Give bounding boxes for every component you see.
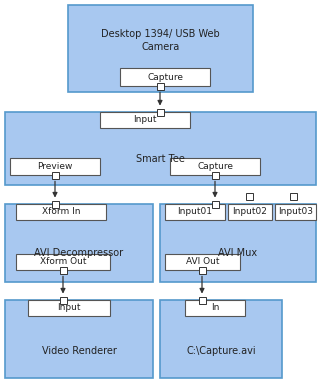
Text: Preview: Preview: [37, 162, 73, 171]
Text: Input03: Input03: [278, 207, 313, 217]
Text: C:\Capture.avi: C:\Capture.avi: [186, 346, 256, 356]
Bar: [5, 300, 153, 378]
Bar: [246, 192, 253, 200]
Bar: [100, 112, 190, 128]
Bar: [16, 254, 110, 270]
Text: Xform In: Xform In: [42, 207, 80, 217]
Bar: [10, 158, 100, 175]
Bar: [198, 296, 205, 303]
Text: Capture: Capture: [147, 73, 183, 81]
Text: Input02: Input02: [232, 207, 267, 217]
Bar: [212, 200, 219, 207]
Bar: [228, 204, 272, 220]
Text: Desktop 1394/ USB Web
Camera: Desktop 1394/ USB Web Camera: [101, 29, 220, 52]
Bar: [59, 296, 66, 303]
Bar: [157, 83, 163, 89]
Bar: [51, 172, 58, 179]
Bar: [120, 68, 210, 86]
Text: AVI Mux: AVI Mux: [218, 248, 257, 258]
Bar: [59, 266, 66, 273]
Bar: [51, 200, 58, 207]
Bar: [160, 204, 316, 282]
Bar: [28, 300, 110, 316]
Text: Input: Input: [57, 303, 81, 313]
Text: Capture: Capture: [197, 162, 233, 171]
Bar: [5, 204, 153, 282]
Text: AVI Decompressor: AVI Decompressor: [34, 248, 124, 258]
Text: Smart Tee: Smart Tee: [136, 154, 185, 164]
Bar: [5, 112, 316, 185]
Text: In: In: [211, 303, 219, 313]
Bar: [290, 192, 297, 200]
Bar: [170, 158, 260, 175]
Bar: [275, 204, 316, 220]
Text: AVI Out: AVI Out: [186, 258, 219, 266]
Bar: [198, 266, 205, 273]
Bar: [157, 109, 163, 116]
Bar: [160, 300, 282, 378]
Bar: [212, 172, 219, 179]
Text: Input: Input: [133, 116, 157, 124]
Bar: [68, 5, 253, 92]
Text: Video Renderer: Video Renderer: [41, 346, 117, 356]
Text: Input01: Input01: [178, 207, 213, 217]
Bar: [16, 204, 106, 220]
Bar: [165, 204, 225, 220]
Bar: [165, 254, 240, 270]
Bar: [185, 300, 245, 316]
Text: Xform Out: Xform Out: [40, 258, 86, 266]
